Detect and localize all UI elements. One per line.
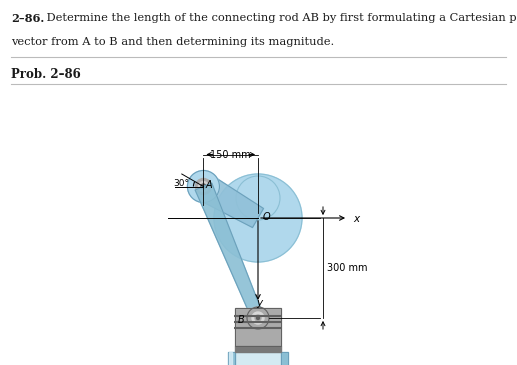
Circle shape xyxy=(247,307,269,329)
Circle shape xyxy=(188,170,219,203)
Bar xyxy=(228,352,235,365)
Circle shape xyxy=(195,178,211,195)
Text: O: O xyxy=(263,212,270,222)
Text: vector from A to B and then determining its magnitude.: vector from A to B and then determining … xyxy=(11,37,334,47)
Bar xyxy=(281,352,288,365)
Bar xyxy=(235,308,281,346)
Circle shape xyxy=(201,184,206,189)
Text: Determine the length of the connecting rod AB by first formulating a Cartesian p: Determine the length of the connecting r… xyxy=(43,13,517,23)
Circle shape xyxy=(236,176,280,220)
Bar xyxy=(235,346,281,352)
Circle shape xyxy=(252,312,264,324)
Circle shape xyxy=(255,315,261,321)
Circle shape xyxy=(214,174,302,262)
Bar xyxy=(228,352,235,365)
Text: x: x xyxy=(353,214,359,224)
Text: 2–86.: 2–86. xyxy=(11,13,44,24)
Text: 30°: 30° xyxy=(173,178,189,188)
Bar xyxy=(229,352,232,365)
Bar xyxy=(235,352,281,365)
Text: A: A xyxy=(205,180,212,189)
Text: B: B xyxy=(237,315,244,325)
Circle shape xyxy=(199,181,208,192)
Circle shape xyxy=(256,316,260,319)
Text: 300 mm: 300 mm xyxy=(327,263,368,273)
Bar xyxy=(281,352,288,365)
Text: 150 mm: 150 mm xyxy=(210,150,251,160)
Bar xyxy=(235,308,281,346)
Text: Prob. 2–86: Prob. 2–86 xyxy=(11,68,81,81)
Polygon shape xyxy=(195,183,264,320)
Polygon shape xyxy=(196,174,264,227)
Text: y: y xyxy=(256,298,262,308)
